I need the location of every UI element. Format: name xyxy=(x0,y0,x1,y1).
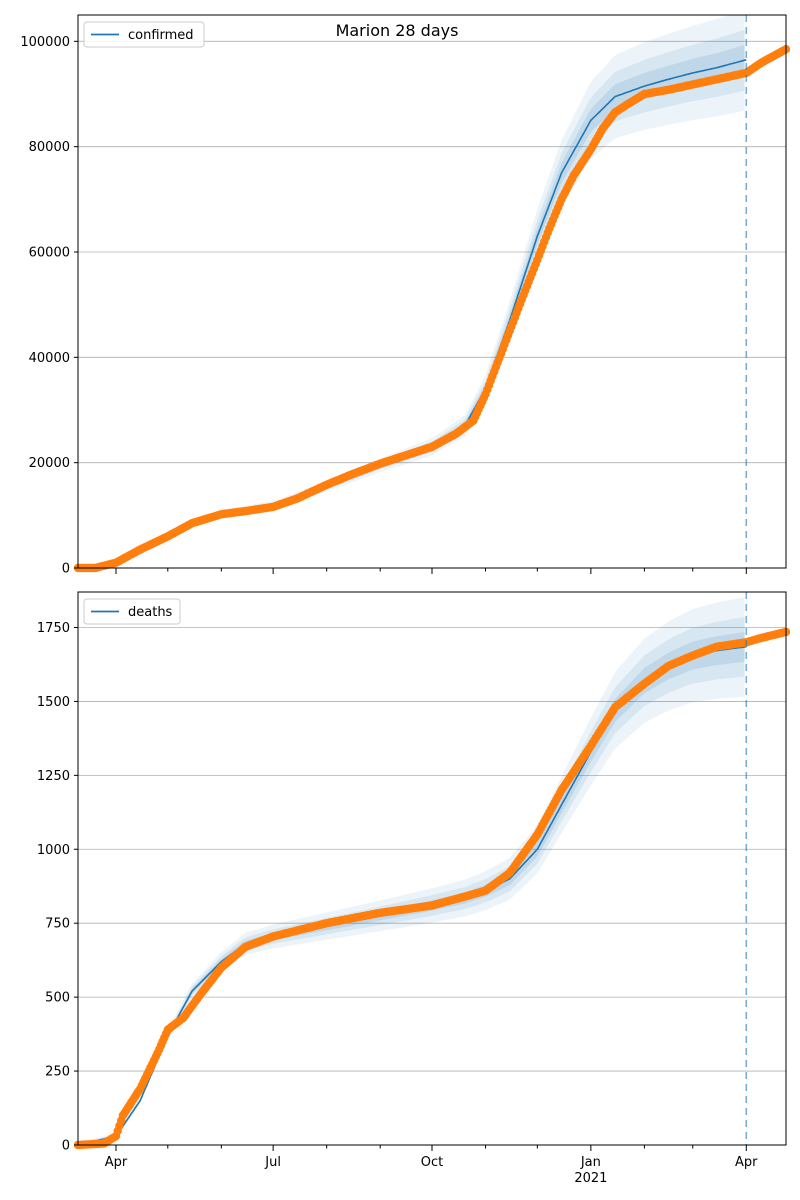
observed-series xyxy=(73,45,791,573)
y-tick-label: 60000 xyxy=(29,246,70,261)
figure-title: Marion 28 days xyxy=(336,21,459,40)
y-tick-label: 100000 xyxy=(20,35,70,50)
uncertainty-band xyxy=(78,15,745,568)
deaths-panel: 0 250 500 750 1000 1250 1500 1750 Apr Jul Oct Jan20… xyxy=(37,591,791,1186)
y-tick-label: 250 xyxy=(45,1065,70,1080)
legend-label: confirmed xyxy=(128,28,194,43)
legend: confirmed xyxy=(83,21,205,48)
confirmed-panel: 0 20000 40000 60000 80000 100000 confirmed xyxy=(20,14,791,577)
y-tick-label: 0 xyxy=(62,562,70,577)
y-tick-label: 80000 xyxy=(29,140,70,155)
x-tick-year-label: 2021 xyxy=(574,1171,607,1186)
legend-label: deaths xyxy=(128,605,173,620)
y-tick-label: 1750 xyxy=(37,621,70,636)
y-tick-label: 500 xyxy=(45,991,70,1006)
model-line-confirmed xyxy=(77,59,747,569)
y-tick-label: 750 xyxy=(45,917,70,932)
y-tick-label: 20000 xyxy=(29,456,70,471)
x-tick-label: Jul xyxy=(264,1155,281,1170)
y-tick-label: 1500 xyxy=(37,695,70,710)
uncertainty-band xyxy=(78,617,745,1145)
x-tick-label: Apr xyxy=(105,1155,128,1170)
y-tick-label: 1000 xyxy=(37,843,70,858)
legend-box xyxy=(83,21,205,48)
y-tick-label: 0 xyxy=(62,1139,70,1154)
legend: deaths xyxy=(83,598,181,625)
x-tick-label: Apr xyxy=(735,1155,758,1170)
x-tick-label: Jan xyxy=(580,1155,601,1170)
legend-box xyxy=(83,598,181,625)
x-tick-label: Oct xyxy=(421,1155,443,1170)
y-tick-label: 1250 xyxy=(37,769,70,784)
y-tick-label: 40000 xyxy=(29,351,70,366)
observed-series xyxy=(73,627,791,1150)
